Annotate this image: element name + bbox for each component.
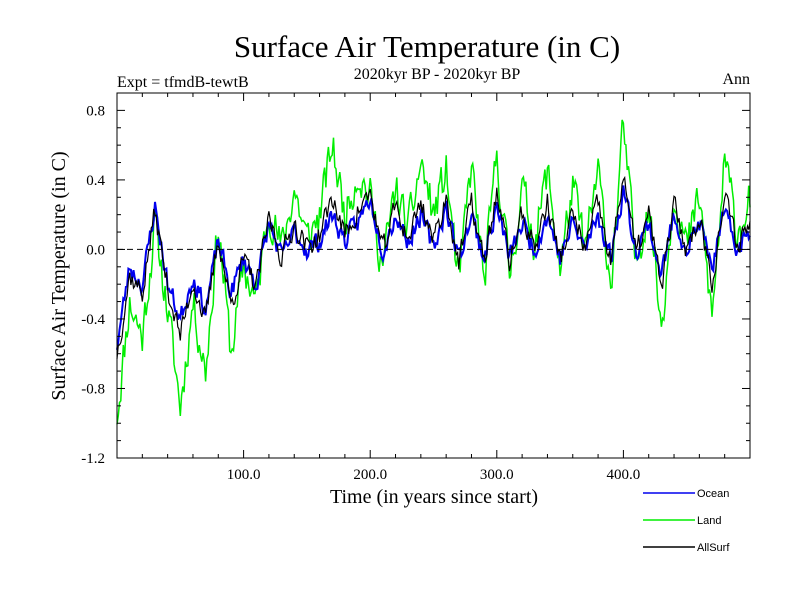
y-tick-label: -1.2: [81, 451, 105, 467]
plot-area: [116, 119, 751, 425]
y-tick-label: 0.0: [86, 242, 105, 258]
legend-label-ocean: Ocean: [697, 488, 729, 500]
y-tick-label: 0.4: [86, 173, 105, 189]
x-tick-label: 400.0: [607, 467, 641, 483]
legend-label-land: Land: [697, 515, 721, 527]
y-axis-label: Surface Air Temperature (in C): [48, 151, 70, 400]
chart-title: Surface Air Temperature (in C): [234, 29, 620, 64]
x-tick-label: 100.0: [227, 467, 261, 483]
axes: 100.0 200.0 300.0 400.0 -1.2 -0.8 -0.4 0.0 0.4 0.…: [81, 92, 751, 483]
series-line-ocean: [116, 185, 751, 350]
y-tick-label: 0.8: [86, 103, 105, 119]
series-line-land: [116, 119, 751, 425]
x-axis-label: Time (in years since start): [330, 486, 538, 508]
experiment-label: Expt = tfmdB-tewtB: [117, 74, 249, 91]
legend-label-allsurf: AllSurf: [697, 542, 730, 554]
legend: Ocean Land AllSurf: [643, 488, 730, 554]
season-label: Ann: [722, 71, 750, 88]
chart-subtitle: 2020kyr BP - 2020kyr BP: [354, 66, 521, 83]
x-tick-label: 300.0: [480, 467, 514, 483]
series-line-allsurf: [116, 175, 751, 359]
x-tick-label: 200.0: [353, 467, 387, 483]
plot-frame: [116, 92, 751, 459]
y-tick-label: -0.8: [81, 381, 105, 397]
y-tick-label: -0.4: [81, 312, 105, 328]
